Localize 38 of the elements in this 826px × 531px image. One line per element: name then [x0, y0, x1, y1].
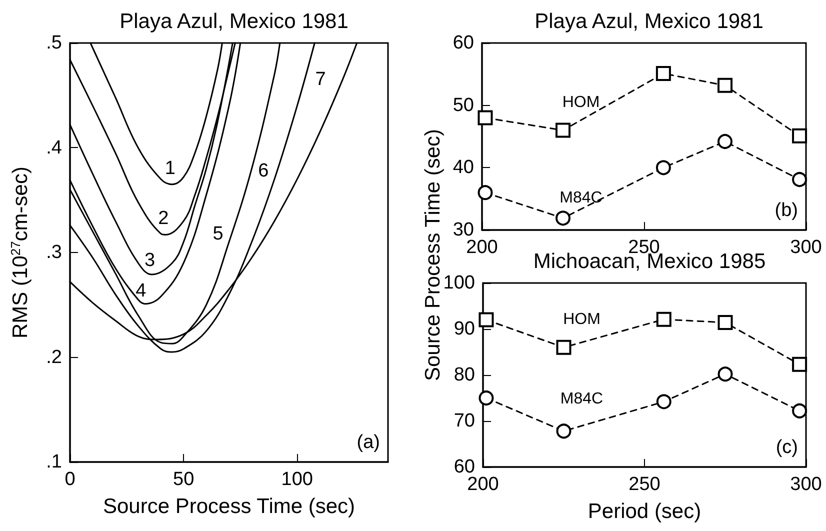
x-tick-label: 100 — [281, 469, 313, 490]
y-axis-title: RMS (1027cm-sec) — [8, 166, 32, 338]
y-tick-label: .5 — [46, 32, 62, 54]
x-axis-title: Source Process Time (sec) — [102, 495, 356, 518]
series-label: 4 — [136, 280, 147, 302]
y-tick-label: 90 — [454, 318, 475, 340]
annotation: (b) — [774, 200, 798, 221]
chart-title: Playa Azul, Mexico 1981 — [120, 10, 348, 33]
annotation: (c) — [776, 437, 798, 458]
chart-title: Playa Azul, Mexico 1981 — [534, 10, 764, 33]
y-tick-label: .1 — [46, 452, 62, 472]
x-tick-label: 300 — [790, 474, 822, 495]
y-tick-label: 100 — [443, 272, 475, 294]
x-tick-label: 0 — [64, 469, 76, 490]
series-label: 1 — [164, 158, 176, 179]
series-label: HOM — [563, 310, 600, 328]
series-label: 5 — [212, 224, 224, 245]
x-tick-label: 300 — [790, 237, 822, 258]
y-tick-label: 50 — [452, 94, 474, 116]
y-tick-label: .2 — [46, 346, 62, 368]
x-axis-title: Period (sec) — [588, 500, 702, 523]
series-label: 2 — [158, 208, 169, 230]
series-label: 7 — [315, 69, 326, 90]
y-tick-label: .4 — [46, 137, 62, 158]
series-label: HOM — [562, 94, 600, 111]
series-label: M84C — [560, 390, 604, 408]
y-tick-label: 80 — [454, 364, 475, 386]
x-tick-label: 50 — [173, 469, 194, 490]
series-label: 3 — [144, 250, 156, 271]
x-tick-label: 250 — [628, 474, 660, 495]
y-tick-label: .3 — [46, 242, 62, 263]
series-label: M84C — [560, 190, 602, 207]
y-axis-title: Source Process Time (sec) — [422, 128, 444, 382]
annotation: (a) — [356, 432, 380, 453]
series-label: 6 — [258, 160, 269, 182]
y-tick-label: 70 — [454, 410, 475, 432]
y-tick-label: 40 — [452, 157, 474, 178]
y-tick-label: 60 — [452, 32, 474, 54]
